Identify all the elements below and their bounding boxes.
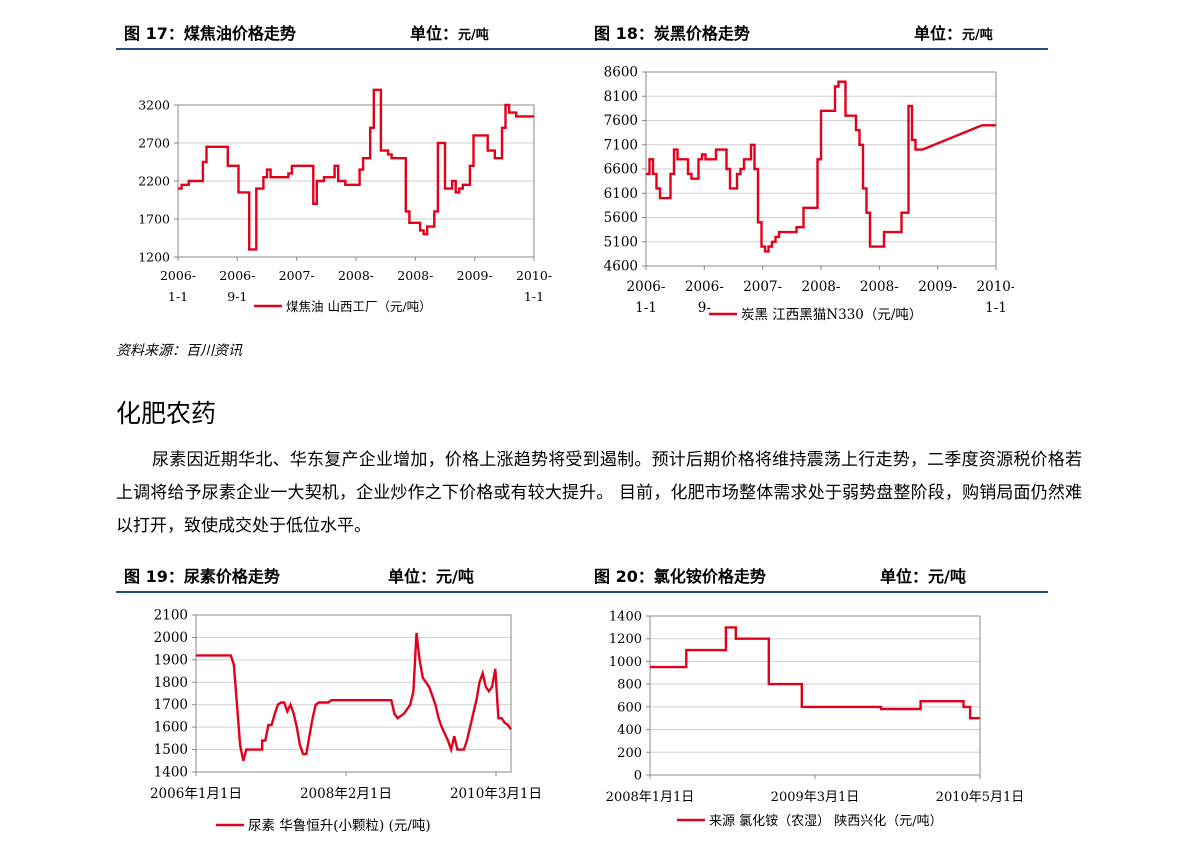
figure-20-title: 氯化铵价格走势 — [653, 567, 766, 586]
x-tick-label: 9- — [698, 300, 711, 316]
series-line — [196, 632, 512, 762]
x-tick-label: 2008年2月1日 — [300, 786, 392, 802]
legend-label: 炭黑 江西黑猫N330（元/吨） — [741, 307, 922, 323]
x-tick-label: 2010年5月1日 — [936, 790, 1025, 805]
y-tick-label: 1500 — [154, 742, 188, 758]
x-tick-label: 2008- — [860, 279, 899, 295]
y-tick-label: 1000 — [609, 655, 642, 670]
y-tick-label: 7100 — [604, 137, 638, 153]
y-tick-label: 2100 — [154, 608, 188, 624]
y-tick-label: 4600 — [604, 259, 638, 275]
y-tick-label: 1700 — [138, 212, 170, 227]
y-tick-label: 7600 — [604, 113, 638, 129]
x-tick-label: 2010- — [516, 268, 552, 283]
y-tick-label: 1200 — [609, 632, 642, 647]
ammonium-chloride-price-chart: 0 200 400 600 800 1000 1200 1400 2008年1月1日 2009年3… — [606, 610, 1025, 830]
y-tick-label: 5100 — [604, 234, 638, 250]
x-tick-label: 2006年1月1日 — [150, 786, 242, 802]
legend-label: 来源 氯化铵（农湿） 陕西兴化（元/吨） — [709, 814, 943, 829]
urea-price-chart: 1400 1500 1600 1700 1800 1900 2000 2100 2006年1月1… — [150, 608, 542, 835]
x-tick-label: 2009- — [457, 268, 493, 283]
figure-18-heading: 图 18：炭黑价格走势 — [594, 24, 750, 44]
x-tick-label: 2006- — [685, 279, 724, 295]
x-tick-label: 2008- — [802, 279, 841, 295]
y-tick-label: 2200 — [138, 174, 170, 189]
figure-17-heading: 图 17：煤焦油价格走势 — [124, 24, 296, 44]
header-rule-top — [116, 48, 1048, 50]
x-tick-label: 2006- — [219, 268, 255, 283]
y-tick-label: 1400 — [609, 610, 642, 625]
section-paragraph: 尿素因近期华北、华东复产企业增加，价格上涨趋势将受到遏制。预计后期价格将维持震荡… — [116, 450, 1082, 536]
y-tick-label: 800 — [617, 678, 642, 693]
data-source-note: 资料来源：百川资讯 — [116, 343, 242, 359]
figure-17-title: 煤焦油价格走势 — [183, 24, 296, 43]
y-tick-label: 0 — [634, 769, 642, 784]
plot-frame — [649, 615, 981, 776]
figure-17-unit: 单位：元/吨 — [410, 24, 489, 46]
x-tick-label: 2008- — [397, 268, 433, 283]
figure-19-unit-label: 单位： — [388, 567, 437, 586]
figure-20-heading: 图 20：氯化铵价格走势 — [594, 567, 766, 587]
y-tick-label: 6600 — [604, 162, 638, 178]
y-tick-label: 1400 — [154, 765, 188, 781]
y-tick-label: 6100 — [604, 186, 638, 202]
figure-18-label: 图 18： — [594, 24, 654, 43]
figure-17-label: 图 17： — [124, 24, 184, 43]
x-tick-label: 2008- — [338, 268, 374, 283]
y-tick-label: 2000 — [154, 630, 188, 646]
x-tick-label: 2006- — [627, 279, 666, 295]
y-tick-label: 1200 — [138, 250, 170, 265]
y-tick-label: 1800 — [154, 675, 188, 691]
y-tick-label: 600 — [617, 700, 642, 715]
x-tick-label: 2006- — [160, 268, 196, 283]
figure-18-unit-value: 元/吨 — [962, 28, 993, 43]
y-tick-label: 2700 — [138, 136, 170, 151]
series-line — [646, 80, 996, 253]
x-tick-label: 2010年3月1日 — [450, 786, 542, 802]
x-tick-label: 9-1 — [227, 289, 247, 304]
figure-19-label: 图 19： — [124, 567, 184, 586]
figure-20-unit: 单位：元/吨 — [880, 567, 966, 587]
figure-20-label: 图 20： — [594, 567, 654, 586]
series-line — [650, 626, 980, 720]
x-tick-label: 2007- — [279, 268, 315, 283]
y-tick-label: 1700 — [154, 697, 188, 713]
y-tick-label: 5600 — [604, 210, 638, 226]
x-tick-label: 2009- — [918, 279, 957, 295]
y-tick-label: 3200 — [138, 98, 170, 113]
y-tick-label: 8600 — [604, 65, 638, 81]
x-tick-label: 1-1 — [524, 289, 544, 304]
y-tick-label: 200 — [617, 746, 642, 761]
x-tick-label: 1-1 — [985, 300, 1007, 316]
figure-18-unit-label: 单位： — [914, 24, 963, 43]
x-tick-label: 2010- — [977, 279, 1014, 295]
legend-label: 煤焦油 山西工厂（元/吨） — [286, 299, 432, 314]
legend-label: 尿素 华鲁恒升(小颗粒) (元/吨) — [248, 818, 431, 834]
figure-17-unit-label: 单位： — [410, 24, 459, 43]
figure-18-title: 炭黑价格走势 — [653, 24, 750, 43]
plot-frame — [195, 614, 512, 773]
x-tick-label: 1-1 — [168, 289, 188, 304]
y-tick-label: 1900 — [154, 652, 188, 668]
x-tick-label: 2008年1月1日 — [606, 790, 695, 805]
figure-19-heading: 图 19：尿素价格走势 — [124, 567, 280, 587]
section-title: 化肥农药 — [116, 399, 217, 428]
figure-19-title: 尿素价格走势 — [183, 567, 280, 586]
x-tick-label: 2009年3月1日 — [771, 790, 860, 805]
figure-17-unit-value: 元/吨 — [458, 28, 489, 43]
figure-19-unit-value: 元/吨 — [436, 567, 474, 586]
y-tick-label: 8100 — [604, 89, 638, 105]
coal-tar-price-chart: 1200 1700 2200 2700 3200 2006- 1-1 2006- 9-1 2007… — [138, 88, 552, 314]
figure-20-unit-label: 单位： — [880, 567, 929, 586]
figure-18-unit: 单位：元/吨 — [914, 24, 993, 46]
header-rule-bottom — [116, 591, 1048, 593]
x-tick-label: 1-1 — [635, 300, 657, 316]
y-tick-label: 400 — [617, 723, 642, 738]
figure-19-unit: 单位：元/吨 — [388, 567, 474, 587]
y-tick-label: 1600 — [154, 720, 188, 736]
x-tick-label: 2007- — [743, 279, 782, 295]
figure-20-unit-value: 元/吨 — [928, 567, 966, 586]
series-line — [178, 88, 534, 251]
carbon-black-price-chart: 4600 5100 5600 6100 6600 7100 7600 8100 8600 2006… — [604, 65, 1014, 324]
